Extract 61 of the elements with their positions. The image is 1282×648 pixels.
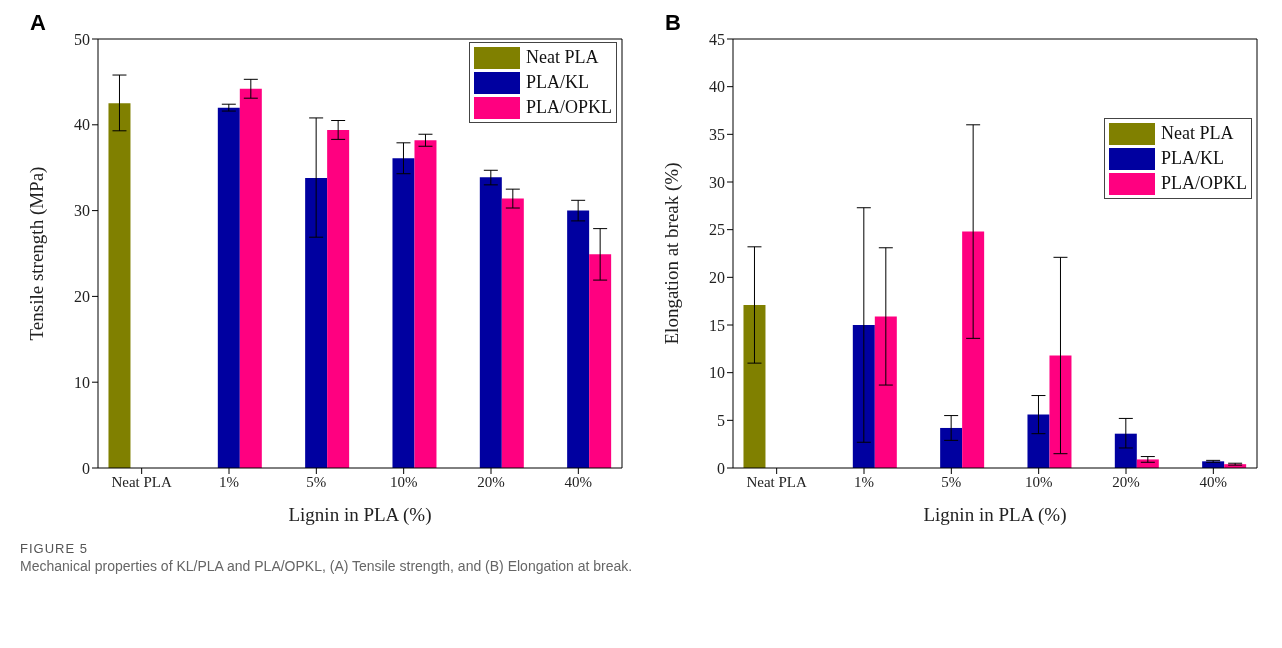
y-tick-label: 10: [709, 364, 725, 382]
x-axis-title: Lignin in PLA (%): [923, 504, 1067, 526]
text: Mechanical properties of KL/PLA and PLA/OPKL, (A) Tensile strength, and (B) Elongation at break.: [20, 558, 634, 574]
x-tick-label: 10%: [1024, 473, 1053, 490]
y-tick-label: 40: [74, 116, 90, 134]
x-tick-label: 40%: [1199, 473, 1228, 490]
x-tick-label: 20%: [477, 473, 505, 490]
chart-title: B: [665, 10, 681, 36]
bar: [962, 231, 985, 468]
bar: [217, 107, 240, 468]
bar: [1049, 355, 1072, 468]
bar: [479, 177, 502, 468]
y-tick-label: 15: [709, 316, 725, 334]
x-tick-label: 20%: [1112, 473, 1140, 490]
x-tick-label: Neat PLA: [111, 473, 173, 490]
x-axis-title: Lignin in PLA (%): [288, 504, 432, 526]
y-tick-label: 5: [717, 412, 725, 430]
chart-title: A: [30, 10, 46, 36]
y-tick-label: 0: [717, 459, 725, 477]
caption: FIGURE 5: [20, 541, 89, 556]
y-tick-label: 45: [709, 30, 725, 48]
bar: [567, 210, 590, 468]
y-tick-label: 0: [82, 459, 90, 477]
legend-label: PLA/OPKL: [1160, 173, 1247, 194]
x-tick-label: 1%: [219, 473, 239, 490]
y-tick-label: 20: [74, 288, 90, 306]
bar: [392, 158, 415, 468]
bar: [874, 316, 897, 468]
y-axis-title: Tensile strength (MPa): [25, 166, 48, 341]
x-tick-label: Neat PLA: [746, 473, 808, 490]
bar: [239, 88, 262, 468]
bar: [940, 427, 963, 468]
y-tick-label: 30: [74, 202, 90, 220]
legend-label: PLA/KL: [1160, 148, 1224, 169]
bar: [589, 254, 612, 468]
x-tick-label: 10%: [389, 473, 418, 490]
bar: [1027, 414, 1050, 468]
x-tick-label: 40%: [564, 473, 593, 490]
bar: [327, 129, 350, 468]
legend-label: PLA/OPKL: [525, 97, 612, 118]
legend-label: PLA/KL: [525, 72, 589, 93]
legend-label: Neat PLA: [525, 47, 599, 68]
bar: [501, 198, 524, 468]
bar: [414, 140, 437, 468]
y-tick-label: 50: [74, 30, 90, 48]
x-tick-label: 5%: [941, 473, 962, 490]
bar: [852, 325, 875, 468]
y-tick-label: 30: [709, 173, 725, 191]
bar: [743, 304, 766, 468]
y-tick-label: 20: [709, 269, 725, 287]
y-tick-label: 10: [74, 373, 90, 391]
bar: [108, 103, 131, 468]
legend-label: Neat PLA: [1160, 123, 1234, 144]
x-tick-label: 5%: [306, 473, 327, 490]
bar: [1114, 433, 1137, 468]
y-tick-label: 25: [709, 221, 725, 239]
y-axis-title: Elongation at break (%): [660, 162, 683, 345]
y-tick-label: 40: [709, 78, 725, 96]
x-tick-label: 1%: [854, 473, 874, 490]
bar: [305, 178, 328, 468]
y-tick-label: 35: [709, 126, 725, 144]
